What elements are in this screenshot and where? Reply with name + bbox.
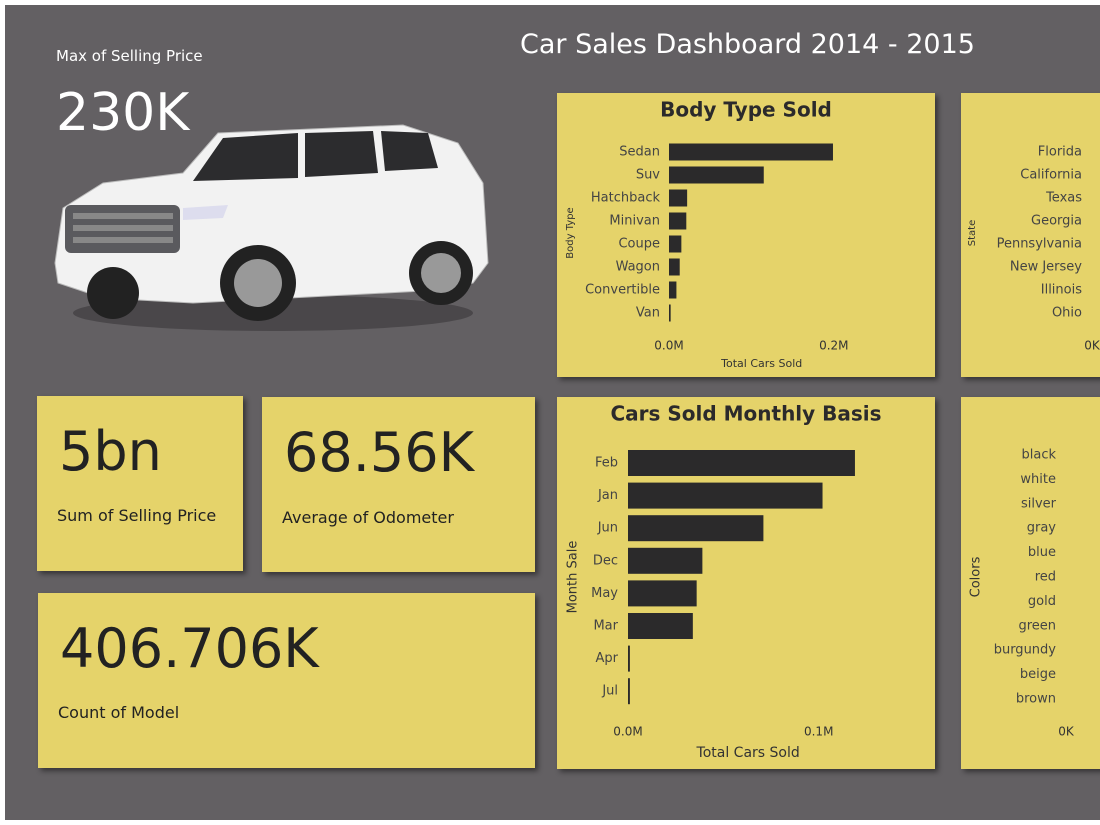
x-tick-label: 0K	[1084, 339, 1100, 353]
bar	[628, 580, 697, 607]
y-axis-title: Body Type	[565, 207, 576, 258]
chart-panel: Body Type Sold Body Type Total Cars Sold 0.…	[557, 93, 935, 377]
y-tick-label: Jul	[601, 684, 618, 699]
bar	[628, 450, 855, 476]
y-tick-label: red	[1035, 570, 1056, 585]
y-tick-label: green	[1018, 618, 1056, 633]
dashboard-title: Car Sales Dashboard 2014 - 2015	[520, 29, 975, 60]
bar	[669, 166, 764, 184]
y-tick-label: Dec	[593, 553, 618, 568]
y-tick-label: Hatchback	[591, 191, 661, 206]
y-tick-label: silver	[1021, 496, 1057, 511]
y-tick-label: Convertible	[585, 283, 660, 298]
x-tick-label: 0.0M	[654, 339, 683, 353]
bar	[669, 235, 682, 253]
chart-title: Cars Sold Monthly Basis	[610, 402, 881, 426]
y-axis-title: Colors	[969, 556, 984, 597]
y-tick-label: California	[1020, 168, 1082, 183]
y-axis-title: State	[967, 220, 978, 246]
kpi-value: 230K	[56, 83, 190, 143]
y-tick-label: Feb	[595, 456, 618, 471]
y-tick-label: Mar	[593, 619, 618, 634]
bar	[669, 281, 677, 299]
y-tick-label: Wagon	[616, 260, 660, 275]
bar	[669, 143, 833, 161]
chart: CarColors0Kblackwhitesilvergrayblueredgo…	[969, 448, 1075, 739]
x-tick-label: 0K	[1058, 725, 1075, 739]
y-tick-label: New Jersey	[1010, 260, 1082, 275]
chart: Body Type Sold Body Type Total Cars Sold 0.…	[565, 98, 849, 371]
chart: CarState0KFloridaCaliforniaTexasGeorgiaP…	[967, 145, 1100, 353]
y-tick-label: burgundy	[994, 643, 1057, 658]
y-tick-label: black	[1021, 448, 1056, 463]
chart-panel: Cars Sold Monthly Basis Month Sale Total C…	[557, 397, 935, 769]
y-tick-label: Jun	[597, 521, 618, 536]
x-tick-label: 0.0M	[613, 725, 642, 739]
y-tick-label: white	[1020, 472, 1056, 487]
bar	[628, 547, 703, 574]
y-tick-label: Georgia	[1031, 214, 1082, 229]
chart-title: Body Type Sold	[660, 98, 832, 122]
y-tick-label: Coupe	[618, 237, 660, 252]
kpi-value: 5bn	[59, 420, 162, 483]
y-tick-label: Jan	[597, 488, 618, 503]
y-tick-label: Florida	[1038, 145, 1082, 160]
dashboard: Car Sales Dashboard 2014 - 2015 Max of S…	[5, 5, 1100, 820]
y-tick-label: Ohio	[1052, 306, 1082, 321]
bar	[669, 212, 687, 230]
bar	[628, 645, 630, 672]
y-tick-label: gray	[1027, 521, 1057, 536]
chart: Cars Sold Monthly Basis Month Sale Total C…	[566, 402, 882, 762]
y-tick-label: Pennsylvania	[997, 237, 1082, 252]
kpi-card: 406.706K Count of Model	[38, 593, 535, 768]
x-tick-label: 0.1M	[804, 725, 833, 739]
x-tick-label: 0.2M	[819, 339, 848, 353]
bar	[669, 258, 680, 276]
y-tick-label: beige	[1020, 667, 1056, 682]
kpi-label: Count of Model	[58, 703, 180, 722]
y-tick-label: Van	[636, 306, 660, 321]
kpi-value: 406.706K	[60, 617, 319, 680]
car-image	[54, 124, 489, 331]
x-axis-title: Total Cars Sold	[696, 745, 800, 761]
y-tick-label: blue	[1028, 545, 1056, 560]
kpi-card: 5bn Sum of Selling Price	[37, 396, 243, 571]
x-axis-title: Total Cars Sold	[720, 357, 802, 370]
y-tick-label: May	[591, 586, 618, 601]
bar	[628, 613, 693, 639]
kpi-label: Sum of Selling Price	[57, 506, 217, 525]
kpi-label: Max of Selling Price	[56, 47, 203, 65]
bar	[669, 189, 688, 207]
bar	[628, 515, 764, 542]
y-tick-label: brown	[1016, 692, 1056, 707]
kpi-value: 68.56K	[284, 421, 475, 484]
y-tick-label: Sedan	[619, 145, 660, 160]
chart-panel: CarColors0Kblackwhitesilvergrayblueredgo…	[961, 397, 1100, 769]
y-axis-title: Month Sale	[566, 541, 581, 614]
y-tick-label: gold	[1028, 594, 1056, 609]
kpi-label: Average of Odometer	[282, 508, 454, 527]
bar	[628, 482, 823, 509]
bar	[628, 678, 630, 705]
y-tick-label: Texas	[1045, 191, 1082, 206]
chart-panel: CarState0KFloridaCaliforniaTexasGeorgiaP…	[961, 93, 1100, 377]
y-tick-label: Illinois	[1041, 283, 1082, 298]
y-tick-label: Apr	[596, 651, 619, 666]
bar	[669, 304, 671, 322]
kpi-card: 68.56K Average of Odometer	[262, 397, 535, 572]
y-tick-label: Suv	[636, 168, 660, 183]
y-tick-label: Minivan	[609, 214, 660, 229]
